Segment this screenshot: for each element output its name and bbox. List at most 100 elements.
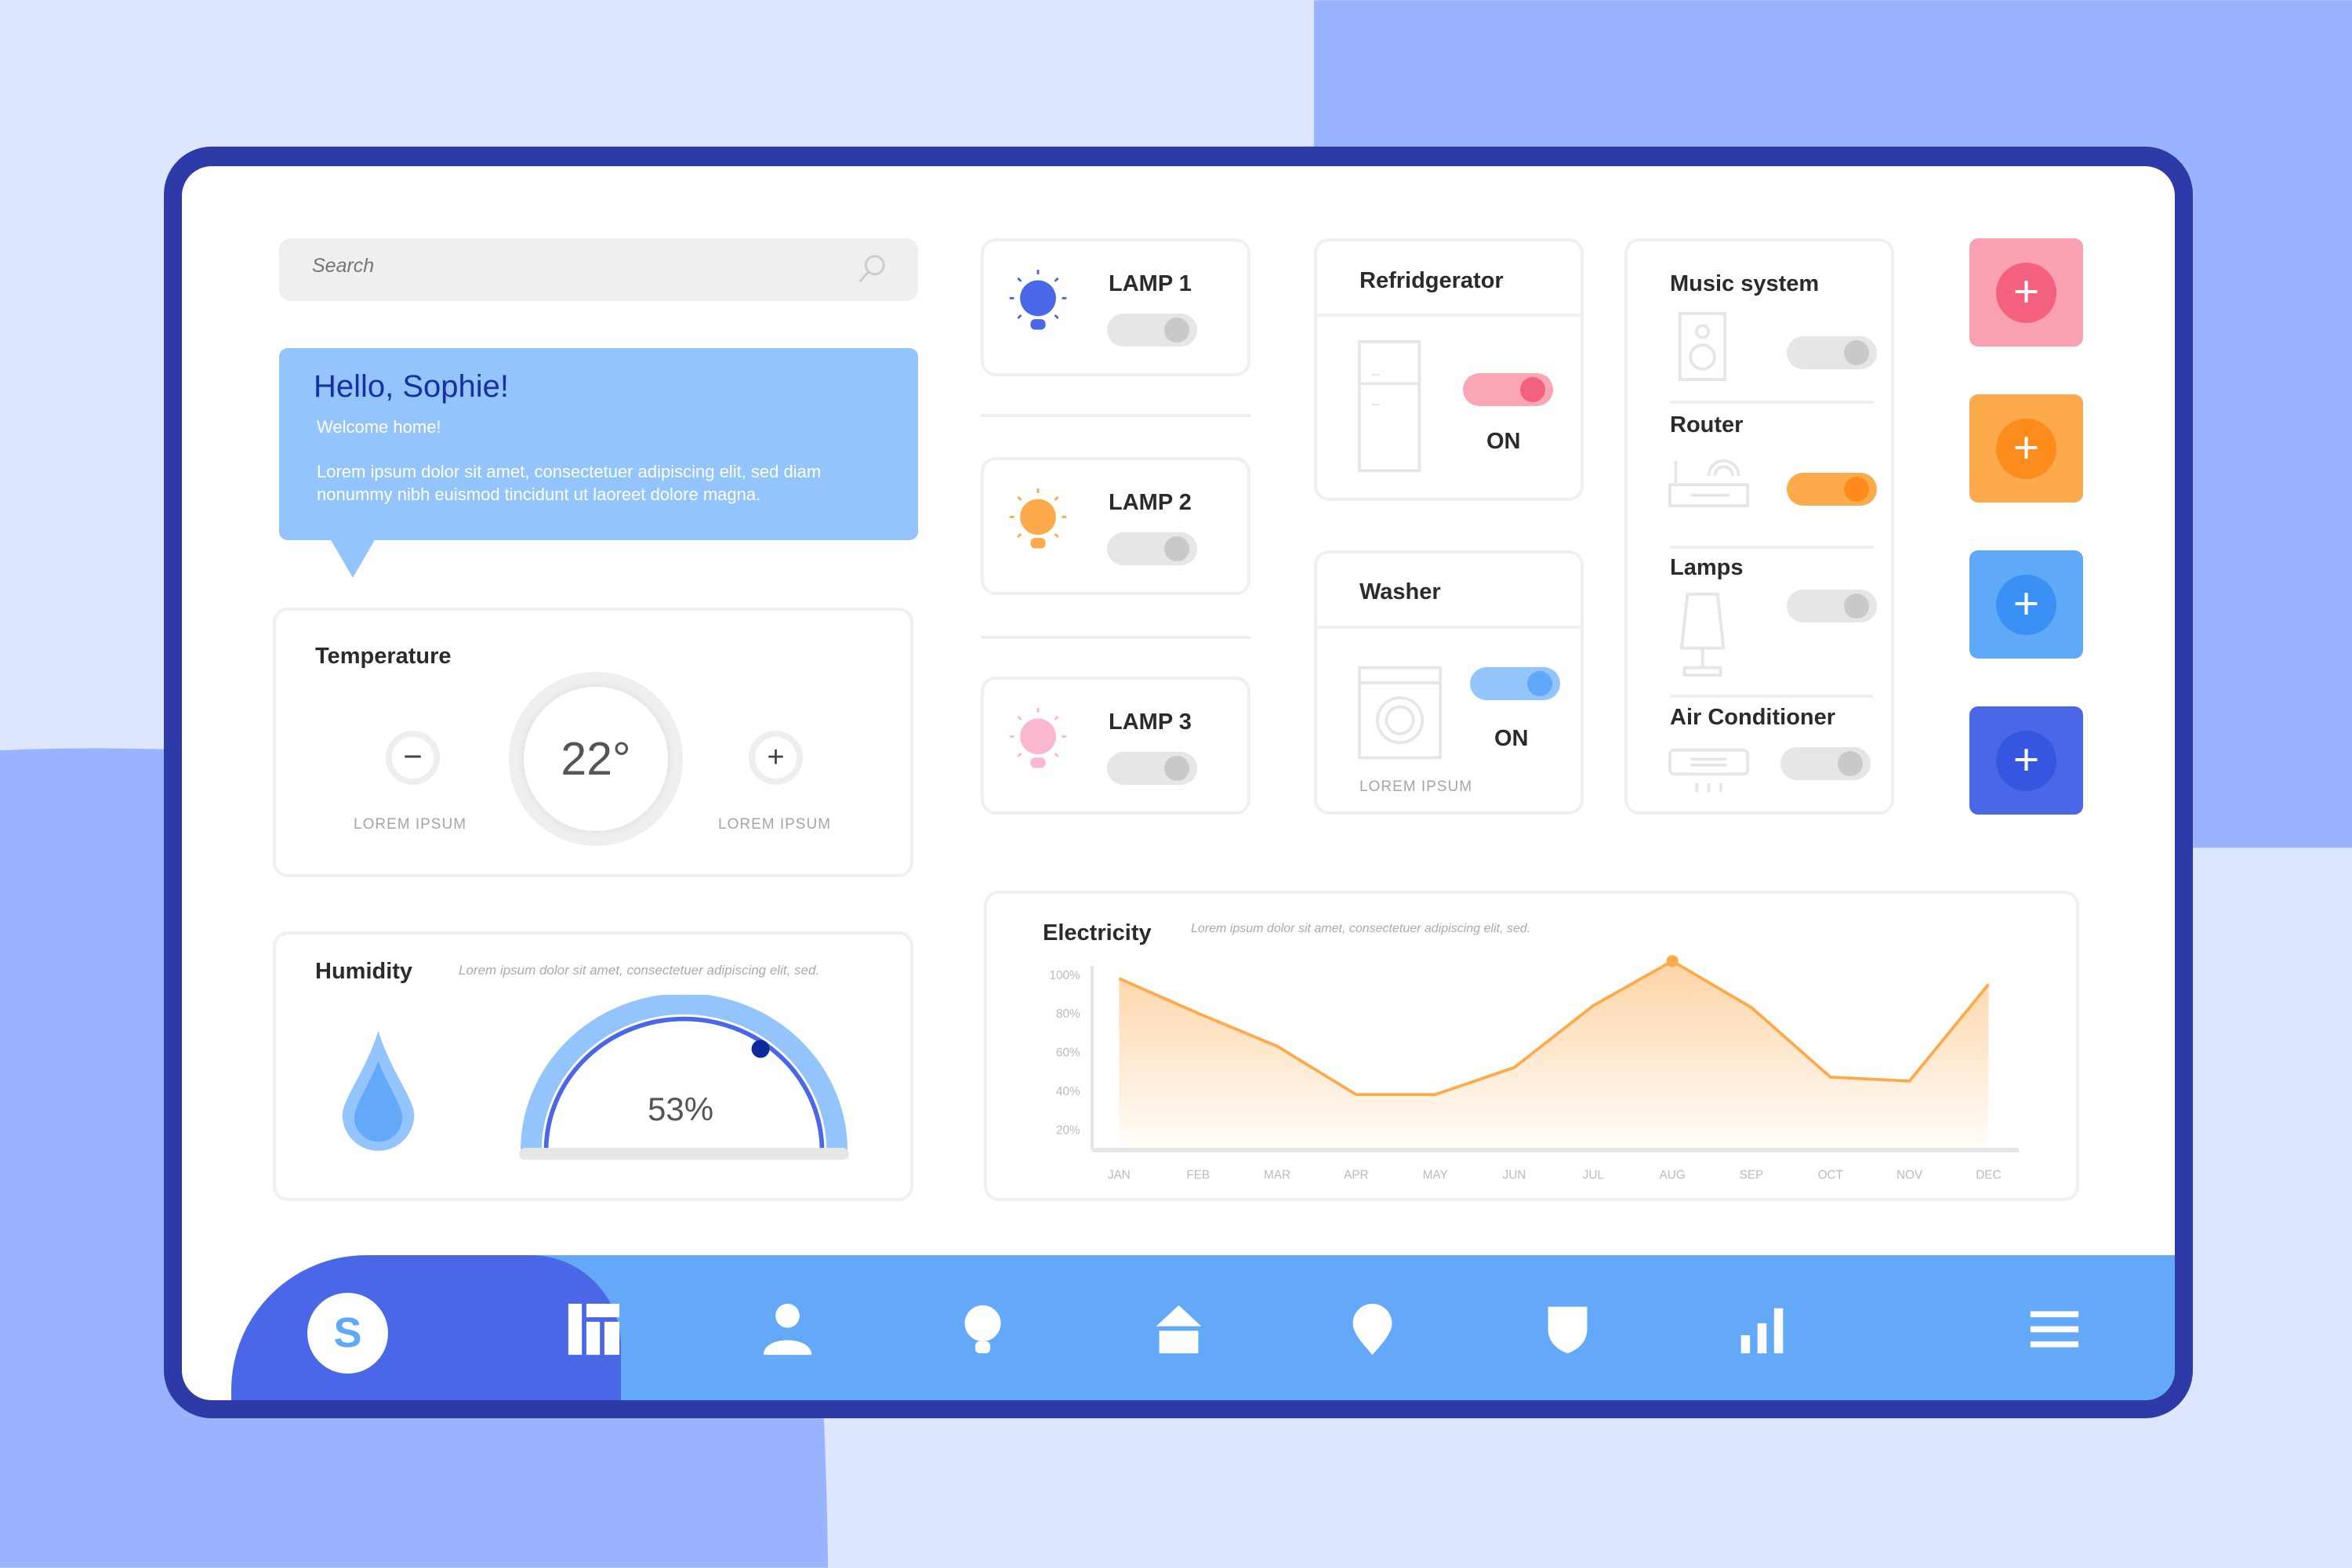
refrigerator-card: Refridgerator ON — [1314, 238, 1584, 501]
menu-icon[interactable] — [2027, 1302, 2082, 1356]
x-tick-label: OCT — [1818, 1168, 1843, 1181]
x-tick-label: DEC — [1976, 1168, 2001, 1181]
lamp-label: LAMP 2 — [1109, 490, 1192, 515]
washer-toggle[interactable] — [1470, 667, 1560, 700]
greeting-body: Lorem ipsum dolor sit amet, consectetuer… — [317, 462, 822, 504]
speaker-icon — [1678, 312, 1727, 381]
x-tick-label: FEB — [1186, 1168, 1210, 1181]
decrease-temp-button[interactable]: − — [386, 731, 440, 785]
plus-icon: + — [1996, 575, 2056, 635]
divider — [1670, 695, 1874, 698]
increase-label: LOREM IPSUM — [718, 816, 832, 833]
x-tick-label: JAN — [1108, 1168, 1131, 1181]
lamp-card: LAMP 2 — [981, 457, 1250, 595]
user-icon[interactable] — [760, 1302, 815, 1356]
device-label: Air Conditioner — [1670, 705, 1836, 730]
x-tick-label: SEP — [1740, 1168, 1764, 1181]
x-tick-label: JUN — [1503, 1168, 1526, 1181]
stats-icon[interactable] — [1735, 1302, 1789, 1356]
y-tick-label: 80% — [1056, 1007, 1080, 1021]
add-button-blue[interactable]: + — [1969, 550, 2083, 659]
dashboard-icon[interactable] — [567, 1302, 621, 1356]
avatar[interactable]: S — [307, 1293, 388, 1374]
lamp-toggle[interactable] — [1107, 532, 1197, 565]
search-input[interactable] — [312, 255, 822, 278]
device-label: Music system — [1670, 271, 1820, 296]
y-tick-label: 60% — [1056, 1047, 1080, 1060]
x-tick-label: APR — [1344, 1168, 1368, 1181]
lamp-card: LAMP 1 — [981, 238, 1250, 376]
lamp-label: LAMP 3 — [1109, 710, 1192, 735]
humidity-gauge — [519, 995, 849, 1160]
light-bulb-icon — [1009, 270, 1067, 330]
washer-footer: LOREM IPSUM — [1359, 779, 1473, 795]
temperature-dial[interactable]: 22° — [509, 672, 683, 846]
search-bar[interactable] — [279, 238, 918, 301]
temperature-card: Temperature − LOREM IPSUM 22° + LOREM IP… — [273, 608, 913, 877]
electricity-title: Electricity — [1043, 920, 1152, 946]
air-conditioner-icon — [1668, 748, 1750, 793]
bulb-icon[interactable] — [956, 1302, 1010, 1356]
x-tick-label: MAR — [1264, 1168, 1290, 1181]
decrease-label: LOREM IPSUM — [354, 816, 467, 833]
temperature-value: 22° — [524, 687, 668, 831]
humidity-title: Humidity — [315, 959, 413, 984]
refrigerator-toggle[interactable] — [1463, 373, 1553, 406]
devices-card: Music system Router Lamps Air Conditione… — [1624, 238, 1894, 815]
water-drop-icon — [342, 1030, 415, 1151]
greeting-title: Hello, Sophie! — [314, 369, 510, 404]
lamp-label: LAMP 1 — [1109, 271, 1192, 296]
x-tick-label: MAY — [1423, 1168, 1448, 1181]
music-system-toggle[interactable] — [1787, 336, 1877, 369]
lamp-toggle[interactable] — [1107, 752, 1197, 785]
washer-status: ON — [1494, 726, 1529, 751]
bubble-tail — [330, 539, 376, 578]
x-tick-label: NOV — [1896, 1168, 1923, 1181]
electricity-description: Lorem ipsum dolor sit amet, consectetuer… — [1191, 922, 1531, 935]
add-button-orange[interactable]: + — [1969, 394, 2083, 503]
x-tick-label: AUG — [1660, 1168, 1686, 1181]
lamps-toggle[interactable] — [1787, 590, 1877, 622]
washer-card: Washer ON LOREM IPSUM — [1314, 550, 1584, 815]
lamp-card: LAMP 3 — [981, 677, 1250, 815]
increase-temp-button[interactable]: + — [749, 731, 803, 785]
divider — [1670, 546, 1874, 549]
device-label: Lamps — [1670, 555, 1744, 580]
greeting-subtitle: Welcome home! — [317, 417, 441, 437]
air-conditioner-toggle[interactable] — [1780, 747, 1871, 780]
divider — [1317, 626, 1581, 629]
refrigerator-status: ON — [1486, 429, 1521, 454]
shield-icon[interactable] — [1541, 1302, 1595, 1356]
location-icon[interactable] — [1345, 1302, 1399, 1356]
add-button-pink[interactable]: + — [1969, 238, 2083, 347]
router-toggle[interactable] — [1787, 473, 1877, 506]
search-icon[interactable] — [855, 253, 888, 286]
area-fill — [1119, 960, 1989, 1148]
washer-icon — [1358, 666, 1443, 760]
router-icon — [1668, 459, 1750, 507]
humidity-value: 53% — [648, 1091, 714, 1127]
data-point — [1666, 955, 1679, 967]
home-icon[interactable] — [1152, 1302, 1206, 1356]
x-tick-label: JUL — [1583, 1168, 1604, 1181]
y-tick-label: 20% — [1056, 1123, 1080, 1137]
humidity-description: Lorem ipsum dolor sit amet, consectetuer… — [459, 963, 820, 978]
temperature-title: Temperature — [315, 644, 452, 669]
light-bulb-icon — [1009, 488, 1067, 549]
nav-profile-area — [231, 1255, 621, 1400]
add-button-indigo[interactable]: + — [1969, 706, 2083, 815]
divider — [981, 636, 1250, 639]
bottom-nav — [458, 1255, 2175, 1400]
lamp-icon — [1679, 592, 1726, 677]
plus-icon: + — [1996, 263, 2056, 323]
lamp-toggle[interactable] — [1107, 314, 1197, 347]
washer-title: Washer — [1359, 579, 1441, 604]
y-tick-label: 100% — [1050, 969, 1081, 982]
divider — [1317, 314, 1581, 317]
device-label: Router — [1670, 412, 1744, 437]
humidity-indicator — [751, 1040, 770, 1058]
series-line — [1118, 959, 1990, 1097]
electricity-chart: JAN FEB MAR APR MAY JUN JUL AUG SEP OCT NOV DEC 100%… — [1050, 955, 2020, 1181]
y-tick-label: 40% — [1056, 1085, 1080, 1098]
